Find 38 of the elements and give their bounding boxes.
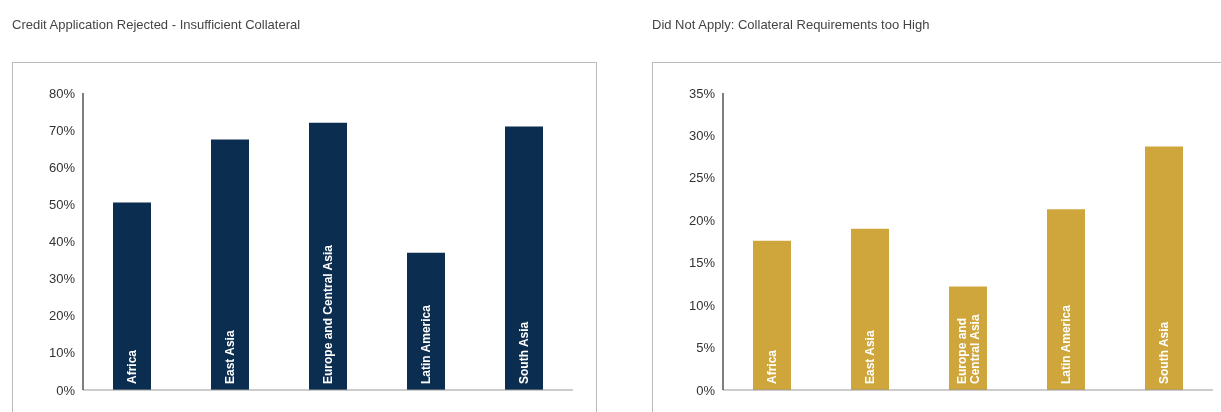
chart-title: Credit Application Rejected - Insufficient Collateral bbox=[12, 17, 301, 32]
x-tick-label: East Asia bbox=[223, 330, 237, 384]
y-tick-label: 80% bbox=[48, 85, 76, 101]
y-tick-label: 30% bbox=[688, 128, 716, 144]
y-tick-label: 5% bbox=[696, 340, 716, 356]
chart-title: Did Not Apply: Collateral Requirements too High bbox=[652, 17, 930, 32]
x-tick-label: Europe and Central Asia bbox=[321, 244, 335, 384]
y-tick-label: 35% bbox=[688, 85, 716, 101]
x-tick-label: Latin America bbox=[1059, 304, 1073, 384]
x-tick-label: South Asia bbox=[517, 321, 531, 384]
y-tick-label: 0% bbox=[696, 382, 716, 398]
y-tick-label: 0% bbox=[56, 382, 76, 398]
bar bbox=[753, 240, 791, 390]
x-tick-label: Africa bbox=[765, 349, 779, 384]
y-tick-label: 10% bbox=[48, 345, 76, 361]
x-tick-label: Latin America bbox=[419, 304, 433, 384]
bar bbox=[851, 228, 889, 390]
y-tick-label: 50% bbox=[48, 196, 76, 212]
x-tick-label: Europe and Central Asia bbox=[954, 314, 982, 384]
y-tick-label: 20% bbox=[688, 212, 716, 228]
x-tick-label: Africa bbox=[125, 349, 139, 384]
y-tick-label: 10% bbox=[688, 297, 716, 313]
bar bbox=[1145, 146, 1183, 390]
y-tick-label: 70% bbox=[48, 122, 76, 138]
bar bbox=[113, 202, 151, 390]
y-tick-label: 60% bbox=[48, 159, 76, 175]
bar bbox=[211, 139, 249, 390]
bar bbox=[309, 122, 347, 390]
y-tick-label: 30% bbox=[48, 271, 76, 287]
bar bbox=[505, 126, 543, 390]
x-tick-label: East Asia bbox=[863, 330, 877, 384]
y-tick-label: 20% bbox=[48, 308, 76, 324]
x-tick-label: South Asia bbox=[1157, 321, 1171, 384]
y-tick-label: 25% bbox=[688, 170, 716, 186]
bar bbox=[1047, 209, 1085, 390]
y-tick-label: 15% bbox=[688, 255, 716, 271]
y-tick-label: 40% bbox=[48, 234, 76, 250]
bar bbox=[407, 252, 445, 390]
